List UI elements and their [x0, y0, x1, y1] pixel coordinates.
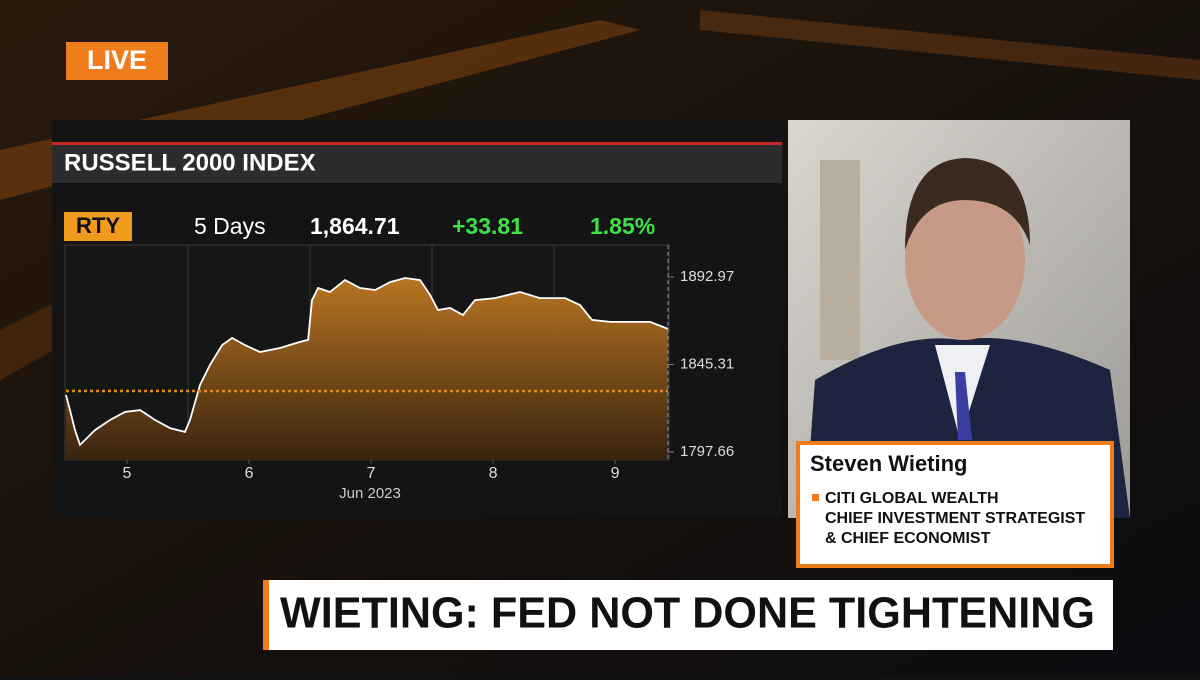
- live-text: LIVE: [87, 45, 147, 75]
- headline: WIETING: FED NOT DONE TIGHTENING: [280, 589, 1095, 638]
- plot: 5 6 7 8 9 1797.66 1845.31 1892.97: [64, 244, 734, 482]
- ticker: RTY: [76, 213, 120, 238]
- last-price: 1,864.71: [310, 213, 400, 239]
- guest-name: Steven Wieting: [810, 451, 968, 476]
- line: [65, 277, 669, 447]
- period: 5 Days: [194, 213, 266, 239]
- hair: [905, 158, 1030, 250]
- x-axis-label: Jun 2023: [339, 485, 401, 502]
- x-tick-label: 5: [123, 465, 132, 482]
- streak: [700, 10, 1200, 80]
- guest-line: CITI GLOBAL WEALTH: [825, 490, 999, 507]
- bullet: [812, 494, 819, 501]
- accent-line: [52, 142, 782, 145]
- guest-line: CHIEF INVESTMENT STRATEGIST: [825, 510, 1085, 527]
- name-box: [796, 441, 1114, 568]
- x-tick-label: 8: [489, 465, 498, 482]
- x-tick-label: 7: [367, 465, 376, 482]
- tie: [955, 372, 972, 440]
- x-tick-label: 9: [611, 465, 620, 482]
- y-tick-label: 1845.31: [680, 355, 734, 372]
- x-tick-label: 6: [245, 465, 254, 482]
- title-bar: [52, 145, 782, 183]
- headline-bar: [263, 580, 1113, 650]
- live-badge: [66, 42, 168, 80]
- chart-title: RUSSELL 2000 INDEX: [64, 149, 316, 176]
- face: [905, 180, 1025, 340]
- y-tick-label: 1797.66: [680, 443, 734, 460]
- change-pct: 1.85%: [590, 213, 655, 239]
- guest-line: & CHIEF ECONOMIST: [825, 530, 991, 547]
- ticker-badge: [64, 212, 132, 241]
- area: [66, 278, 668, 460]
- curtain: [820, 160, 860, 360]
- y-tick-label: 1892.97: [680, 268, 734, 285]
- headline-accent: [263, 580, 269, 650]
- change: +33.81: [452, 213, 523, 239]
